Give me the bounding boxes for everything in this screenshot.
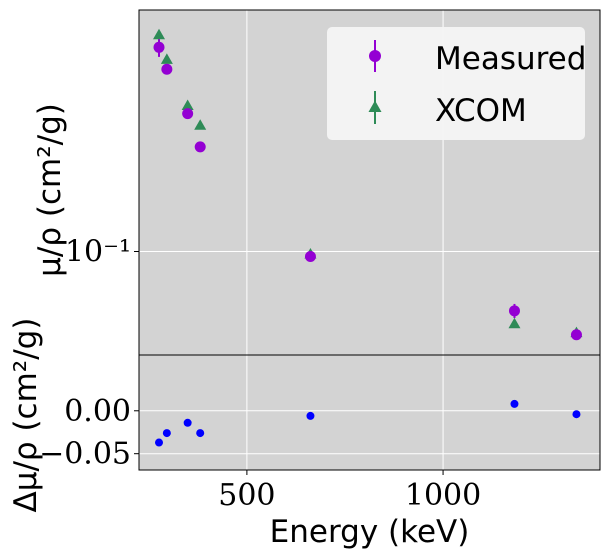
xcom-point: [181, 99, 194, 110]
xcom-point: [153, 28, 166, 40]
difference-point: [196, 429, 205, 438]
legend-box: [327, 27, 585, 140]
difference-point: [510, 399, 519, 408]
bottom-plot-area: [139, 355, 600, 470]
bottom-y-tick-label: −0.05: [39, 437, 131, 472]
top-y-tick-label: 10⁻¹: [65, 235, 131, 270]
difference-point: [306, 411, 315, 420]
bottom-y-tick-label: 0.00: [64, 394, 131, 429]
difference-point: [162, 429, 171, 438]
measured-point: [508, 305, 520, 317]
x-tick-label: 1000: [405, 478, 481, 513]
bottom-grid: [139, 355, 600, 470]
xcom-point: [508, 317, 521, 329]
bottom-data-marks: [155, 399, 581, 447]
legend-xcom-marker: [368, 100, 382, 112]
top-y-axis-label: μ/ρ (cm²/g): [32, 103, 68, 277]
legend-xcom-label: XCOM: [435, 93, 527, 129]
bottom-y-axis-label: Δμ/ρ (cm²/g): [8, 318, 44, 513]
legend-measured-marker: [369, 50, 381, 62]
measured-point: [304, 250, 316, 262]
measured-point: [153, 41, 165, 53]
difference-point: [155, 438, 164, 447]
measured-point: [194, 141, 206, 153]
x-tick-label: 500: [218, 478, 275, 513]
top-y-ticks: 10⁻¹: [65, 235, 139, 270]
xcom-point: [194, 119, 207, 130]
difference-point: [572, 410, 581, 419]
bottom-ticks: 0.00 −0.05 500 1000: [39, 394, 481, 513]
xcom-point: [160, 53, 173, 64]
difference-point: [183, 418, 192, 427]
legend: Measured XCOM: [327, 27, 586, 140]
top-data-marks: [153, 28, 583, 341]
bottom-plot-frame: [138, 354, 601, 471]
measured-point: [161, 63, 173, 75]
legend-measured-label: Measured: [435, 41, 586, 77]
measured-point: [182, 108, 194, 120]
x-axis-label: Energy (keV): [270, 514, 470, 550]
measured-point: [570, 329, 582, 341]
